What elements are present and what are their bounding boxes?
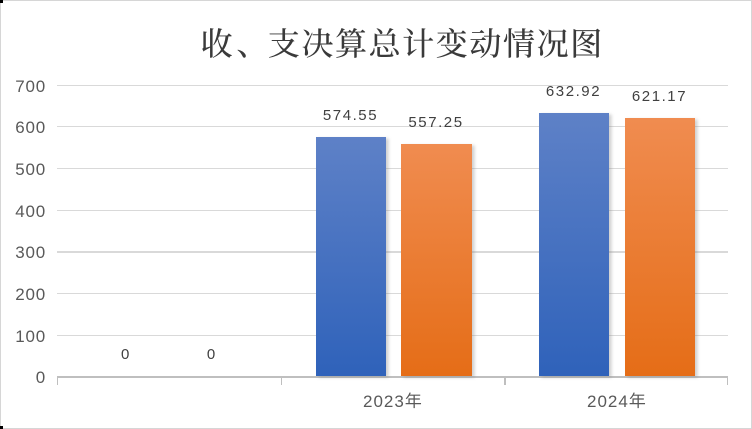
svg-text:2024: 2024 xyxy=(587,392,629,411)
svg-text:2023: 2023 xyxy=(363,392,405,411)
